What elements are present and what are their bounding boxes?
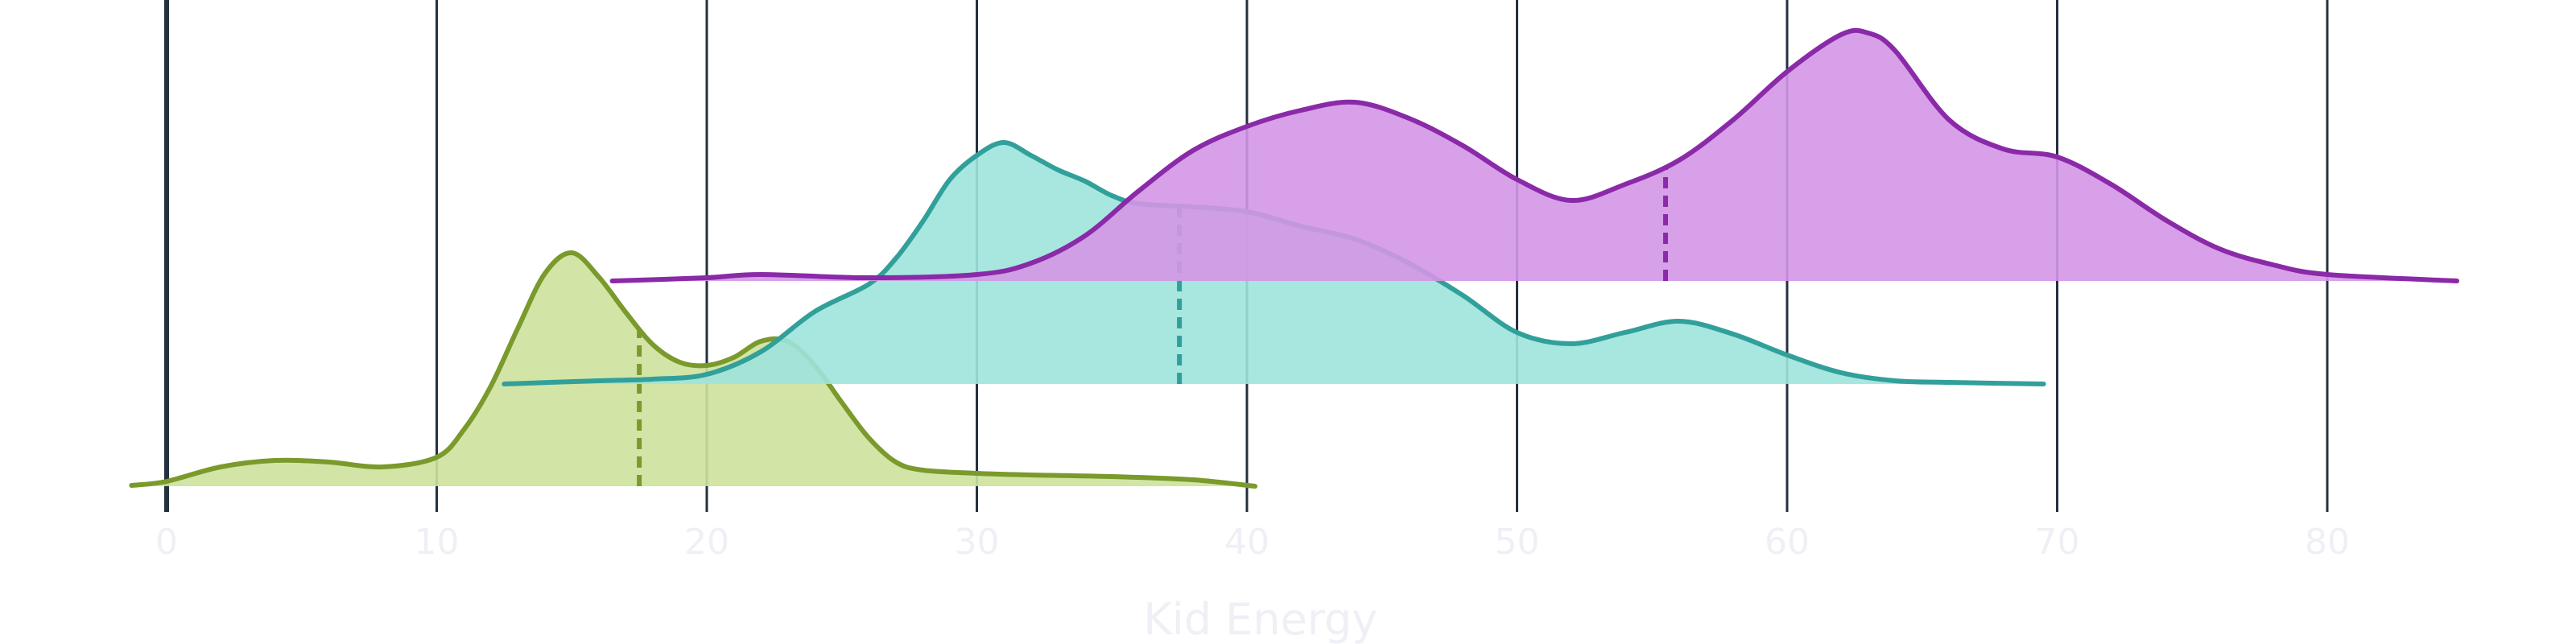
x-tick-label-70: 70	[2035, 522, 2080, 563]
ridge-3-area	[612, 30, 2458, 282]
x-tick-label-30: 30	[955, 522, 1000, 563]
ridge-3-line	[609, 27, 2460, 283]
ridge-1-area	[131, 252, 1256, 486]
x-tick-label-10: 10	[415, 522, 460, 563]
density-ridges	[129, 27, 2460, 489]
x-tick-label-0: 0	[155, 522, 178, 563]
ridge-1-line	[129, 250, 1258, 489]
x-tick-label-50: 50	[1495, 522, 1540, 563]
ridge-3	[609, 27, 2460, 283]
x-tick-label-60: 60	[1765, 522, 1810, 563]
x-axis-title: Kid Energy	[1143, 594, 1377, 644]
x-tick-label-20: 20	[684, 522, 729, 563]
x-axis-ticks: 0 10 20 30 40 50 60 70 80	[155, 522, 2350, 563]
ridge-1	[129, 250, 1258, 489]
x-tick-label-80: 80	[2305, 522, 2350, 563]
x-tick-label-40: 40	[1224, 522, 1269, 563]
